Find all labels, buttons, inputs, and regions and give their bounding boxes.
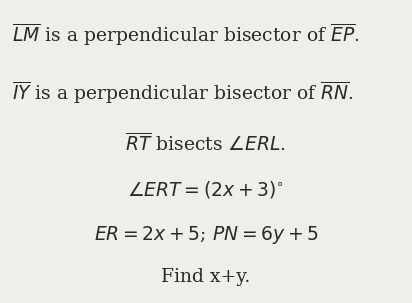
Text: $ER = 2x+5$; $PN = 6y+5$: $ER = 2x+5$; $PN = 6y+5$ (94, 224, 318, 246)
Text: $\overline{IY}$ is a perpendicular bisector of $\overline{RN}$.: $\overline{IY}$ is a perpendicular bisec… (12, 79, 354, 106)
Text: $\overline{RT}$ bisects $\angle ERL$.: $\overline{RT}$ bisects $\angle ERL$. (126, 133, 286, 155)
Text: $\overline{LM}$ is a perpendicular bisector of $\overline{EP}$.: $\overline{LM}$ is a perpendicular bisec… (12, 22, 360, 48)
Text: $\angle ERT = (2x+3)^{\circ}$: $\angle ERT = (2x+3)^{\circ}$ (127, 179, 285, 200)
Text: Find x+y.: Find x+y. (162, 268, 250, 286)
